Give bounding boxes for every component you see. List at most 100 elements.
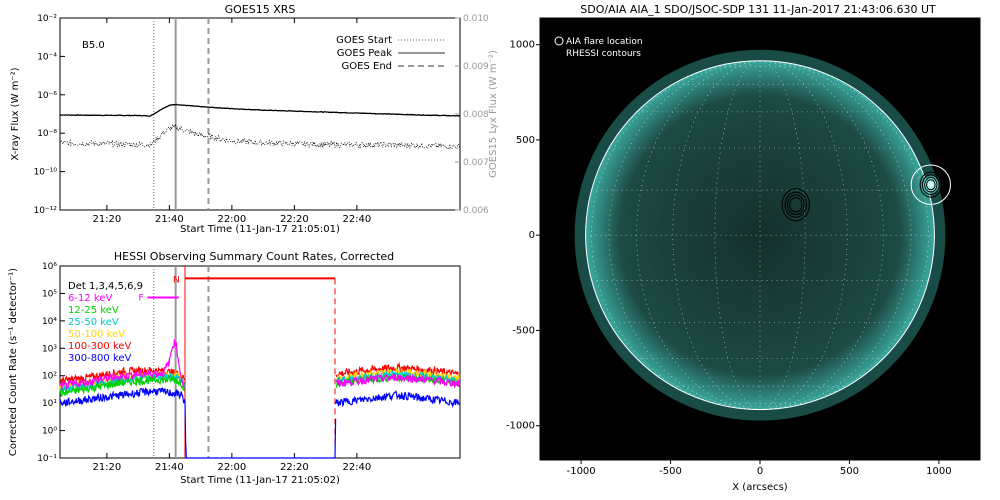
legend-6-12: 6-12 keV xyxy=(68,293,112,304)
goes-y-tick-label: 10⁻¹² xyxy=(34,206,58,216)
hessi-y-tick-label: 10⁻¹ xyxy=(37,454,57,464)
flag-f-label: F xyxy=(139,294,144,304)
goes-xlabel: Start Time (11-Jan-17 21:05:01) xyxy=(180,224,340,235)
goes-y-right-tick-label: 0.007 xyxy=(463,158,489,168)
hessi-xlabel: Start Time (11-Jan-17 21:05:02) xyxy=(180,475,340,486)
goes-class-label: B5.0 xyxy=(82,40,105,51)
hessi-title: HESSI Observing Summary Count Rates, Cor… xyxy=(114,250,394,263)
rhessi-contour-ring xyxy=(921,174,940,196)
hessi-panel: HESSI Observing Summary Count Rates, Cor… xyxy=(8,250,461,486)
longitude-line xyxy=(714,60,761,410)
hessi-legend-title: Det 1,3,4,5,6,9 xyxy=(68,281,143,292)
rhessi-contour-ring xyxy=(786,194,805,216)
goes-y-right-tick-label: 0.008 xyxy=(463,110,489,120)
hessi-y-tick-label: 10⁵ xyxy=(42,289,57,299)
hessi-x-tick-label: 22:40 xyxy=(342,462,371,473)
hessi-series-25-50-keV xyxy=(59,372,185,394)
goes-ylabel-right: GOES15 Lyx Flux (W m⁻²) xyxy=(488,50,499,178)
rhessi-contour-ring xyxy=(781,188,810,222)
aia-x-tick-label: 1000 xyxy=(926,466,951,477)
aia-legend-rhessi: RHESSI contours xyxy=(566,49,641,59)
aia-legend-circle-icon xyxy=(554,36,564,46)
goes-y-tick-label: 10⁻¹⁰ xyxy=(34,168,58,178)
hessi-y-tick-label: 10⁴ xyxy=(42,317,57,327)
hessi-series-6-12-keV xyxy=(59,339,185,390)
aia-y-tick-label: -1000 xyxy=(506,421,535,432)
goes-y-right-tick-label: 0.006 xyxy=(463,206,489,216)
aia-legend-flare: AIA flare location xyxy=(566,37,643,47)
aia-x-tick-label: 0 xyxy=(757,466,763,477)
longitude-line xyxy=(759,60,806,410)
hessi-series-post-6-12-keV xyxy=(335,373,461,389)
legend-100-300: 100-300 keV xyxy=(68,341,132,352)
goes-x-tick-label: 21:20 xyxy=(92,214,121,225)
goes-panel: GOES15 XRS Start Time (11-Jan-17 21:05:0… xyxy=(10,3,499,235)
goes-series-long xyxy=(59,103,461,117)
aia-y-tick-label: 1000 xyxy=(510,40,535,51)
hessi-series-300-800-keV xyxy=(59,387,337,459)
rhessi-contour-ring xyxy=(926,179,936,191)
legend-goes-start: GOES Start xyxy=(336,35,392,46)
legend-12-25: 12-25 keV xyxy=(68,305,119,316)
goes-series-short xyxy=(59,123,461,150)
goes-y-right-tick-label: 0.009 xyxy=(463,62,489,72)
hessi-x-tick-label: 21:20 xyxy=(92,462,121,473)
longitude-line xyxy=(759,60,912,410)
longitude-line xyxy=(672,60,761,410)
longitude-line xyxy=(608,60,761,410)
aia-x-tick-label: -500 xyxy=(659,466,682,477)
goes-x-tick-label: 22:00 xyxy=(217,214,246,225)
aia-y-tick-label: 500 xyxy=(516,135,535,146)
rhessi-contour-ring xyxy=(924,177,938,193)
goes-y-right-tick-label: 0.010 xyxy=(463,14,489,24)
goes-y-tick-label: 10⁻⁶ xyxy=(37,91,57,101)
legend-goes-peak: GOES Peak xyxy=(337,48,392,59)
hessi-series-post-300-800-keV xyxy=(335,390,461,409)
flare-bright-region xyxy=(920,173,942,196)
goes-x-tick-label: 22:20 xyxy=(280,214,309,225)
goes-title: GOES15 XRS xyxy=(225,3,296,16)
aia-x-tick-label: 500 xyxy=(840,466,859,477)
hessi-series-12-25-keV xyxy=(59,374,185,398)
rhessi-contour-ring xyxy=(784,191,807,218)
goes-y-tick-label: 10⁻⁴ xyxy=(37,52,57,62)
longitude-line xyxy=(759,60,884,410)
longitude-line xyxy=(636,60,761,410)
hessi-legend: Det 1,3,4,5,6,9 6-12 keV 12-25 keV 25-50… xyxy=(68,281,143,364)
aia-legend: AIA flare location RHESSI contours xyxy=(554,36,643,59)
aia-xlabel: X (arcsecs) xyxy=(732,482,788,493)
legend-300-800: 300-800 keV xyxy=(68,353,132,364)
solar-disk xyxy=(585,60,935,410)
aia-title: SDO/AIA AIA_1 SDO/JSOC-SDP 131 11-Jan-20… xyxy=(580,3,936,16)
longitude-line xyxy=(759,60,848,410)
hessi-y-tick-label: 10⁰ xyxy=(42,427,57,437)
goes-y-tick-label: 10⁻² xyxy=(37,14,57,24)
hessi-x-tick-label: 22:20 xyxy=(280,462,309,473)
legend-25-50: 25-50 keV xyxy=(68,317,119,328)
hessi-y-tick-label: 10³ xyxy=(42,344,57,354)
heliographic-grid xyxy=(585,60,935,410)
hessi-plot-frame xyxy=(59,265,461,459)
goes-x-tick-label: 21:40 xyxy=(155,214,184,225)
legend-goes-end: GOES End xyxy=(342,61,392,72)
aia-x-tick-label: -1000 xyxy=(567,466,596,477)
legend-50-100: 50-100 keV xyxy=(68,329,125,340)
hessi-ylabel: Corrected Count Rate (s⁻¹ detector⁻¹) xyxy=(8,268,19,456)
solar-limb-circle xyxy=(585,60,935,411)
flag-n-label: N xyxy=(173,275,180,285)
goes-legend: GOES Start GOES Peak GOES End xyxy=(336,35,445,72)
solar-corona-glow xyxy=(574,49,946,421)
hessi-y-tick-label: 10⁶ xyxy=(42,262,57,272)
goes-ylabel: X-ray Flux (W m⁻²) xyxy=(10,67,21,160)
aia-panel: SDO/AIA AIA_1 SDO/JSOC-SDP 131 11-Jan-20… xyxy=(506,3,981,493)
hessi-series-post-100-300-keV xyxy=(335,361,461,380)
goes-x-tick-label: 22:40 xyxy=(342,214,371,225)
goes-y-tick-label: 10⁻⁸ xyxy=(37,129,57,139)
rhessi-contour-ring xyxy=(919,171,942,198)
hessi-y-tick-label: 10² xyxy=(42,372,57,382)
rhessi-contours xyxy=(781,171,942,222)
hessi-x-tick-label: 21:40 xyxy=(155,462,184,473)
hessi-y-tick-label: 10¹ xyxy=(42,399,57,409)
hessi-x-tick-label: 22:00 xyxy=(217,462,246,473)
